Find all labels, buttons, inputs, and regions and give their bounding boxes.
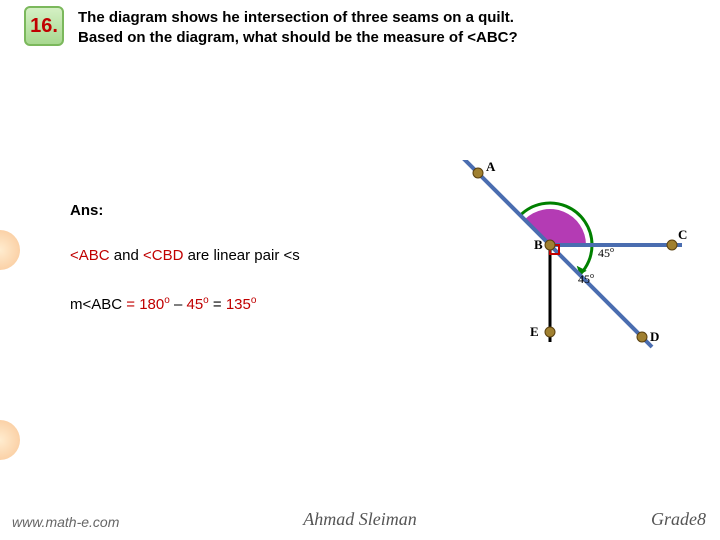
svg-text:E: E — [530, 324, 539, 339]
svg-text:C: C — [678, 227, 687, 242]
svg-text:B: B — [534, 237, 543, 252]
solution-line-2: m<ABC = 180o – 45o = 135o — [70, 295, 256, 313]
geometry-diagram: A B C D E 45o 45o — [420, 160, 700, 360]
angle-abc-ref: <ABC — [70, 247, 110, 264]
footer-grade: Grade8 — [651, 509, 706, 530]
svg-text:A: A — [486, 160, 496, 174]
text-135: 135o — [226, 296, 257, 313]
question-text: The diagram shows he intersection of thr… — [78, 8, 678, 47]
decoration-icon — [0, 420, 20, 460]
decoration-icon — [0, 230, 20, 270]
question-line-1: The diagram shows he intersection of thr… — [78, 9, 514, 26]
answer-label: Ans: — [70, 202, 103, 219]
footer-author: Ahmad Sleiman — [0, 509, 720, 530]
svg-text:45o: 45o — [578, 271, 594, 286]
angle-cbd-ref: <CBD — [143, 247, 188, 264]
text-minus: – — [170, 296, 187, 313]
text-m-abc: m<ABC — [70, 296, 126, 313]
solution-line-1: <ABC and <CBD are linear pair <s — [70, 247, 300, 264]
text-linear-pair: are linear pair <s — [188, 247, 300, 264]
question-number-badge: 16. — [24, 6, 64, 46]
text-eq-180: = 180o — [126, 296, 170, 313]
text-45: 45o — [186, 296, 208, 313]
svg-text:D: D — [650, 329, 659, 344]
text-eq: = — [209, 296, 226, 313]
question-line-2: Based on the diagram, what should be the… — [78, 29, 518, 46]
text-and: and — [110, 247, 143, 264]
svg-text:45o: 45o — [598, 245, 614, 260]
